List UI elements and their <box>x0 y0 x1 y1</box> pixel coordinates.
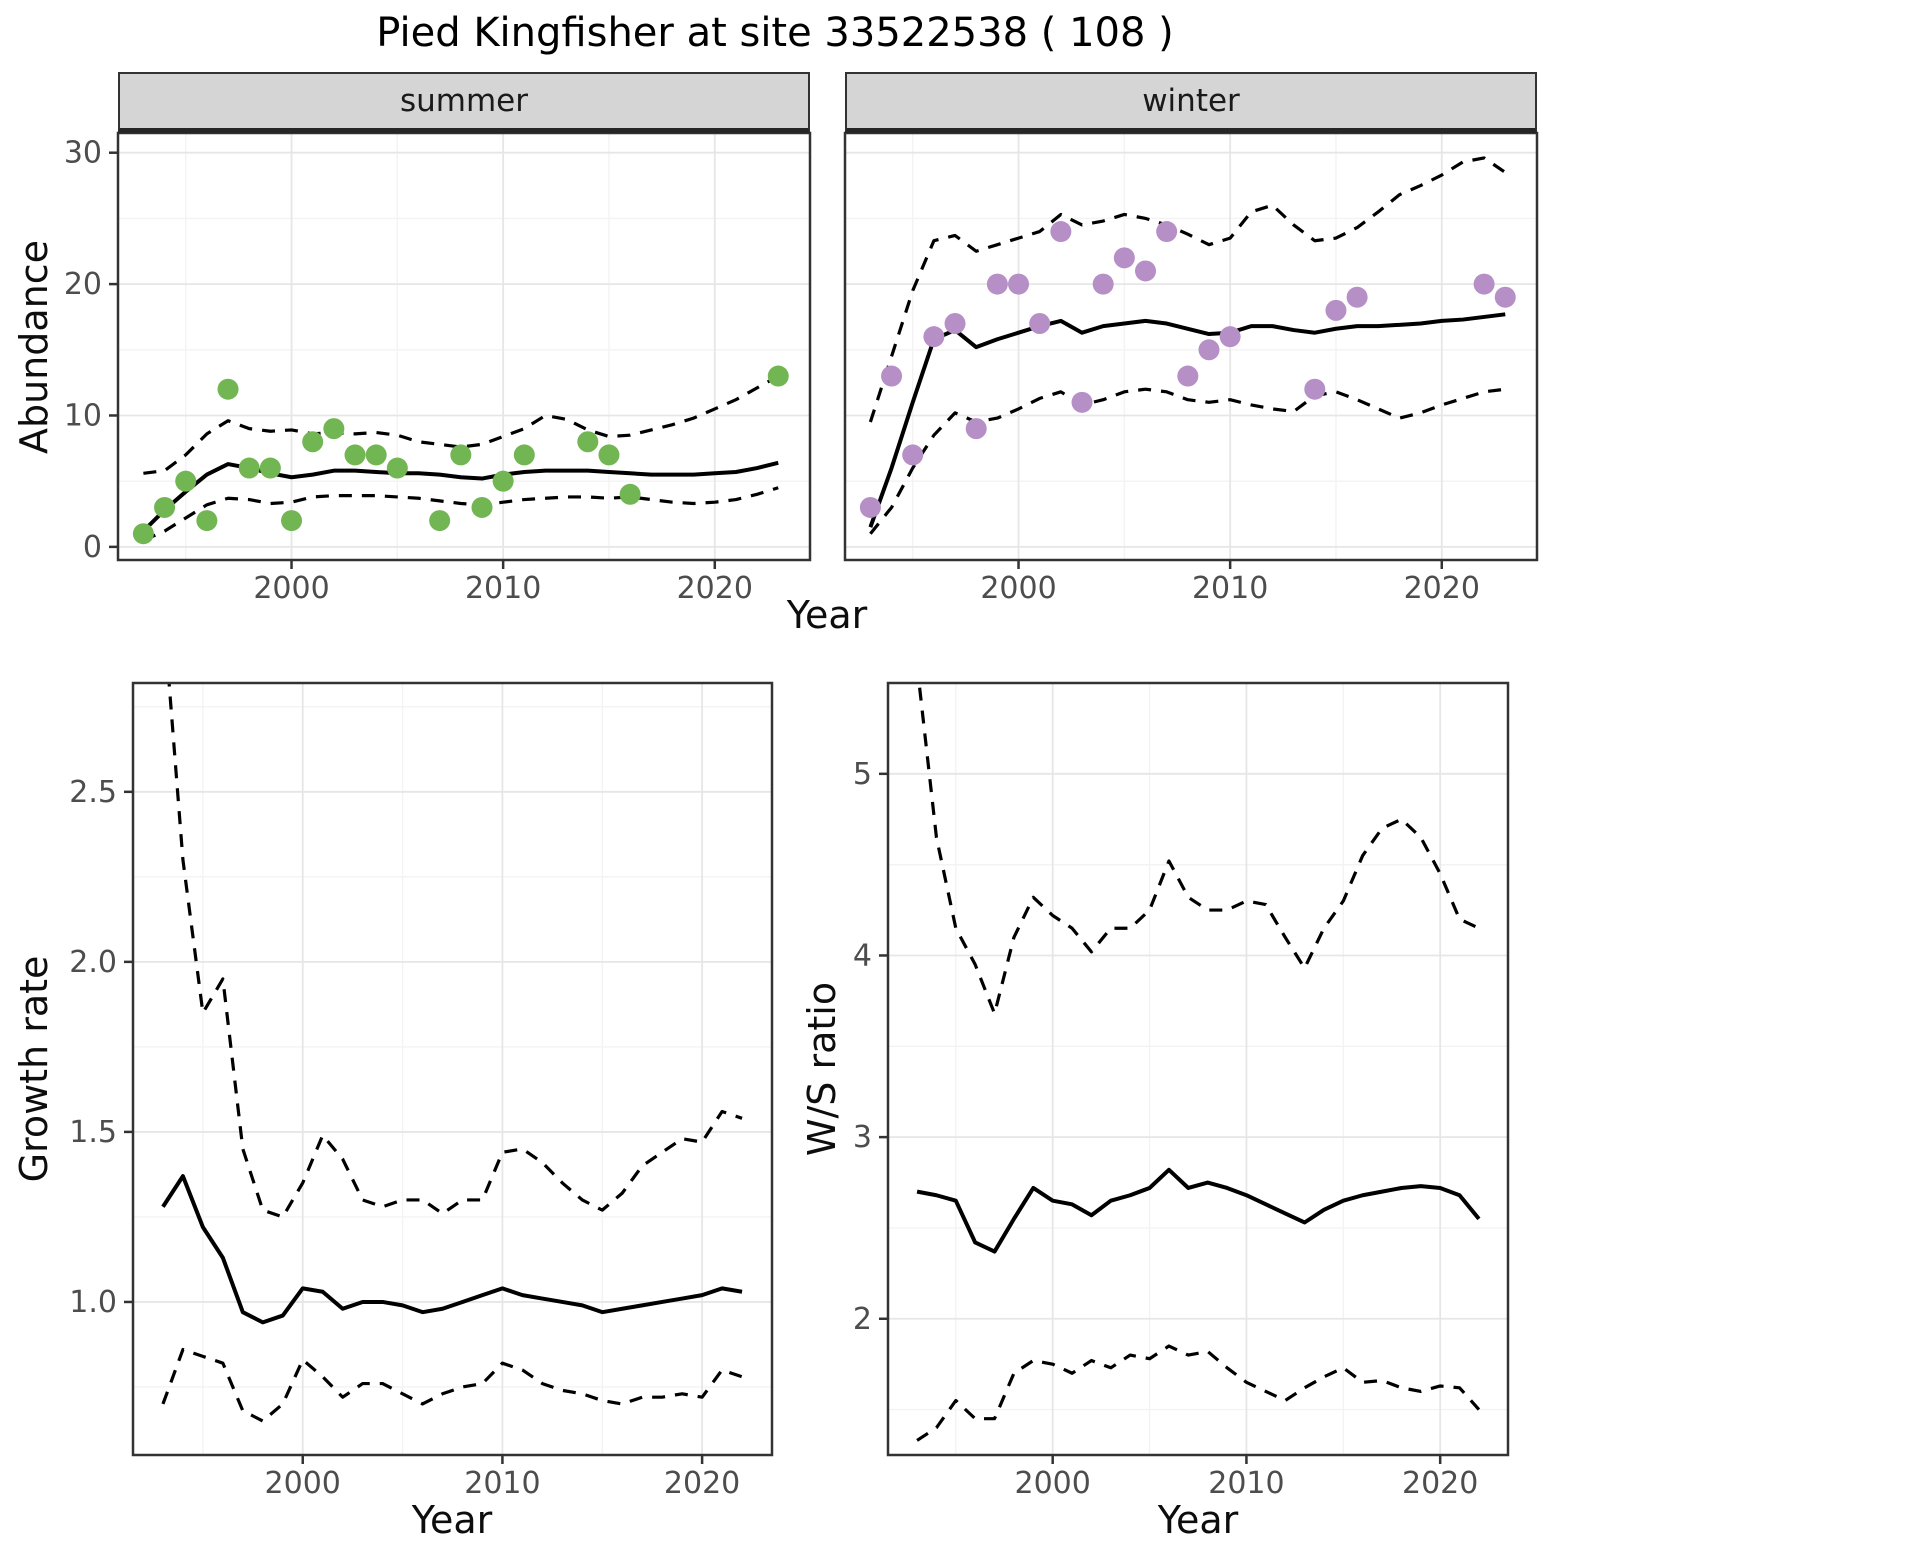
svg-text:5: 5 <box>853 757 872 792</box>
svg-text:2020: 2020 <box>677 571 753 606</box>
svg-text:0: 0 <box>83 530 102 565</box>
facet-strip-winter: winter <box>845 72 1537 133</box>
svg-text:2000: 2000 <box>253 571 329 606</box>
svg-text:2010: 2010 <box>1192 571 1268 606</box>
svg-text:1.5: 1.5 <box>69 1115 117 1150</box>
y-axis-label-growth-rate: Growth rate <box>12 955 56 1183</box>
svg-text:20: 20 <box>64 267 102 302</box>
svg-text:2020: 2020 <box>664 1466 740 1501</box>
svg-text:2: 2 <box>853 1302 872 1337</box>
svg-text:1.0: 1.0 <box>69 1285 117 1320</box>
svg-text:30: 30 <box>64 136 102 171</box>
y-axis-label-ws-ratio: W/S ratio <box>800 981 844 1157</box>
svg-text:2020: 2020 <box>1402 1466 1478 1501</box>
svg-text:2010: 2010 <box>465 571 541 606</box>
svg-text:2010: 2010 <box>464 1466 540 1501</box>
facet-strip-summer: summer <box>118 72 810 133</box>
svg-text:2000: 2000 <box>265 1466 341 1501</box>
y-axis-label-abundance: Abundance <box>12 239 56 455</box>
facet-label-winter: winter <box>1142 83 1240 119</box>
chart-title: Pied Kingfisher at site 33522538 ( 108 ) <box>376 10 1174 56</box>
x-axis-label-year-bottom-right: Year <box>1157 1498 1239 1542</box>
svg-text:10: 10 <box>64 398 102 433</box>
svg-text:3: 3 <box>853 1120 872 1155</box>
svg-text:2020: 2020 <box>1404 571 1480 606</box>
svg-text:2.5: 2.5 <box>69 775 117 810</box>
x-axis-label-year-top: Year <box>786 593 868 637</box>
svg-text:2010: 2010 <box>1208 1466 1284 1501</box>
svg-text:2.0: 2.0 <box>69 945 117 980</box>
svg-text:4: 4 <box>853 938 872 973</box>
x-axis-label-year-bottom-left: Year <box>411 1498 493 1542</box>
svg-text:2000: 2000 <box>980 571 1056 606</box>
svg-text:2000: 2000 <box>1015 1466 1091 1501</box>
facet-label-summer: summer <box>399 83 528 119</box>
